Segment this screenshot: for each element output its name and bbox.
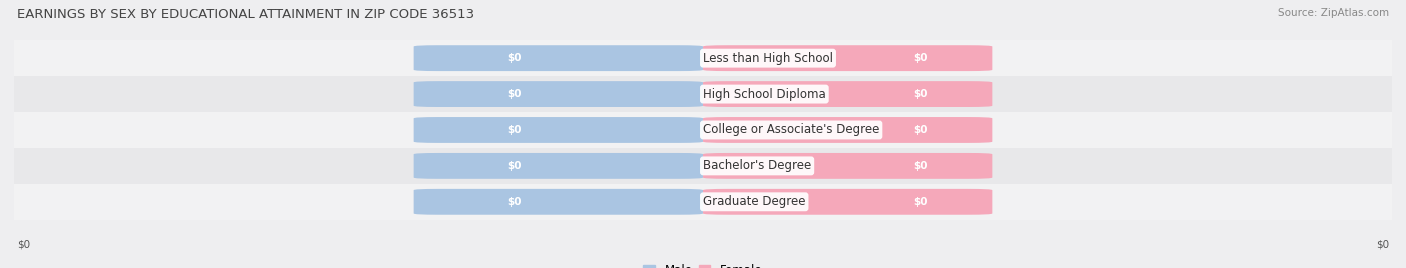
Bar (14, 76, 1392, 112)
FancyBboxPatch shape (413, 45, 703, 71)
FancyBboxPatch shape (413, 81, 703, 107)
Text: Bachelor's Degree: Bachelor's Degree (703, 159, 811, 172)
Text: $0: $0 (508, 125, 522, 135)
FancyBboxPatch shape (413, 153, 703, 179)
FancyBboxPatch shape (703, 153, 993, 179)
FancyBboxPatch shape (703, 45, 993, 71)
Bar (14, 112, 1392, 148)
FancyBboxPatch shape (413, 117, 703, 143)
Text: $0: $0 (912, 161, 928, 171)
Text: High School Diploma: High School Diploma (703, 88, 825, 100)
Text: $0: $0 (508, 197, 522, 207)
Text: $0: $0 (912, 53, 928, 63)
Text: $0: $0 (508, 161, 522, 171)
Text: $0: $0 (508, 89, 522, 99)
Text: Source: ZipAtlas.com: Source: ZipAtlas.com (1278, 8, 1389, 18)
Text: $0: $0 (912, 125, 928, 135)
Text: EARNINGS BY SEX BY EDUCATIONAL ATTAINMENT IN ZIP CODE 36513: EARNINGS BY SEX BY EDUCATIONAL ATTAINMEN… (17, 8, 474, 21)
FancyBboxPatch shape (703, 81, 993, 107)
Text: College or Associate's Degree: College or Associate's Degree (703, 124, 879, 136)
Text: Less than High School: Less than High School (703, 52, 832, 65)
Text: $0: $0 (508, 53, 522, 63)
Bar (14, 148, 1392, 184)
FancyBboxPatch shape (703, 117, 993, 143)
Text: $0: $0 (912, 197, 928, 207)
FancyBboxPatch shape (413, 189, 703, 215)
Bar (14, 184, 1392, 220)
Text: $0: $0 (17, 239, 30, 249)
Text: $0: $0 (912, 89, 928, 99)
Text: Graduate Degree: Graduate Degree (703, 195, 806, 208)
Legend: Male, Female: Male, Female (638, 260, 768, 268)
Text: $0: $0 (1376, 239, 1389, 249)
Bar (14, 40, 1392, 76)
FancyBboxPatch shape (703, 189, 993, 215)
